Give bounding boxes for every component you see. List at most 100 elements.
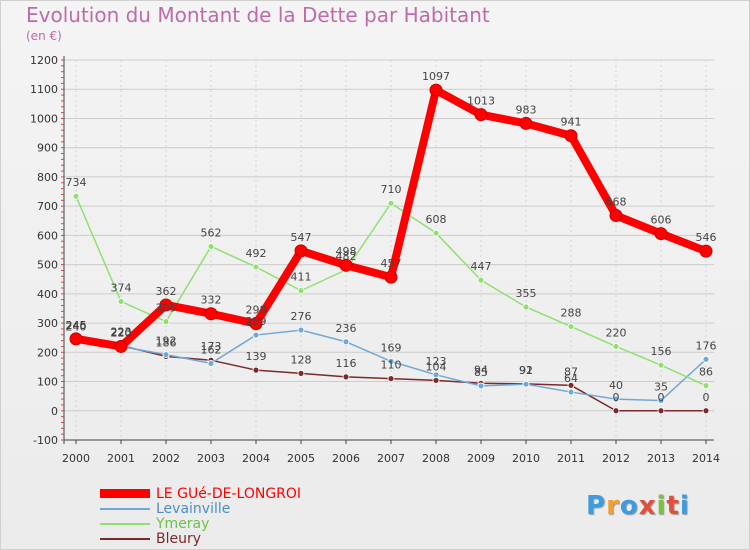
data-point — [612, 407, 620, 415]
data-label: 457 — [381, 257, 402, 270]
data-label: 92 — [519, 364, 533, 377]
data-label: 220 — [111, 326, 132, 339]
y-tick-label: 300 — [37, 317, 58, 330]
data-point — [114, 339, 128, 353]
data-label: 447 — [471, 260, 492, 273]
legend-swatch — [100, 522, 150, 525]
data-point — [432, 376, 440, 384]
data-label: 186 — [156, 336, 177, 349]
legend-label: LE GUé-DE-LONGROI — [156, 485, 302, 502]
data-point — [657, 407, 665, 415]
legend-item-levainville: Levainville — [100, 500, 301, 517]
data-point — [342, 338, 350, 346]
y-tick-label: 400 — [37, 288, 58, 301]
legend-swatch — [100, 537, 150, 540]
x-tick-label: 2008 — [422, 452, 450, 465]
data-label: 156 — [651, 345, 672, 358]
data-point — [432, 229, 440, 237]
data-label: 86 — [699, 366, 713, 379]
data-label: 355 — [516, 287, 537, 300]
data-label: 498 — [336, 245, 357, 258]
y-tick-label: 600 — [37, 229, 58, 242]
data-point — [342, 373, 350, 381]
x-tick-label: 2000 — [62, 452, 90, 465]
data-label: 547 — [291, 231, 312, 244]
data-label: 169 — [381, 341, 402, 354]
data-point — [387, 357, 395, 365]
data-point — [297, 369, 305, 377]
x-tick-label: 2001 — [107, 452, 135, 465]
data-label: 64 — [564, 372, 578, 385]
data-label: 668 — [606, 196, 627, 209]
data-point — [207, 243, 215, 250]
data-label: 162 — [201, 343, 222, 356]
data-point — [519, 116, 533, 130]
data-label: 139 — [246, 350, 267, 363]
x-tick-label: 2011 — [557, 452, 585, 465]
data-label: 40 — [609, 379, 623, 392]
data-point — [567, 388, 575, 396]
x-tick-label: 2009 — [467, 452, 495, 465]
data-label: 288 — [561, 307, 582, 320]
data-label: 1013 — [467, 95, 495, 108]
data-label: 411 — [291, 271, 312, 284]
data-label: 0 — [613, 391, 620, 404]
data-point — [69, 332, 83, 346]
logo-letter: i — [656, 491, 667, 521]
data-point — [477, 276, 485, 284]
data-point — [522, 303, 530, 311]
data-point — [204, 307, 218, 321]
data-label: 0 — [658, 391, 665, 404]
legend-label: Bleury — [156, 530, 202, 547]
logo-letter: t — [666, 491, 680, 521]
data-label: 236 — [336, 322, 357, 335]
data-label: 1097 — [422, 70, 450, 83]
data-point — [564, 129, 578, 143]
data-point — [387, 375, 395, 383]
data-point — [297, 326, 305, 334]
data-point — [567, 323, 575, 330]
data-label: 710 — [381, 183, 402, 196]
data-label: 123 — [426, 355, 447, 368]
y-tick-label: 700 — [37, 200, 58, 213]
data-label: 259 — [246, 315, 267, 328]
logo-letter: P — [586, 491, 607, 521]
y-tick-label: 200 — [37, 346, 58, 359]
chart-subtitle: (en €) — [26, 29, 62, 43]
data-label: 546 — [696, 231, 717, 244]
y-tick-label: 1100 — [30, 83, 58, 96]
x-tick-label: 2005 — [287, 452, 315, 465]
y-tick-label: 100 — [37, 376, 58, 389]
data-label: 606 — [651, 214, 672, 227]
data-label: 305 — [156, 302, 177, 315]
logo-letter: r — [606, 491, 620, 521]
data-point — [294, 244, 308, 258]
data-label: 116 — [336, 357, 357, 370]
data-point — [702, 407, 710, 415]
data-point — [612, 395, 620, 403]
x-tick-label: 2014 — [692, 452, 720, 465]
data-label: 85 — [474, 366, 488, 379]
data-label: 734 — [66, 176, 87, 189]
data-label: 983 — [516, 103, 537, 116]
x-tick-label: 2012 — [602, 452, 630, 465]
data-label: 192 — [156, 335, 177, 348]
data-label: 240 — [66, 321, 87, 334]
data-point — [702, 382, 710, 390]
data-label: 128 — [291, 353, 312, 366]
logo-letter: o — [619, 491, 639, 521]
data-label: 374 — [111, 281, 132, 294]
data-point — [117, 298, 125, 305]
legend-item-bleury: Bleury — [100, 530, 301, 547]
data-point — [432, 371, 440, 379]
data-point — [699, 244, 713, 258]
data-label: 245 — [66, 319, 87, 332]
data-label: 87 — [564, 365, 578, 378]
data-point — [657, 397, 665, 404]
data-point — [162, 351, 170, 359]
data-point — [162, 318, 170, 326]
data-label: 104 — [426, 360, 447, 373]
data-point — [522, 380, 530, 388]
legend-label: Levainville — [156, 500, 231, 517]
